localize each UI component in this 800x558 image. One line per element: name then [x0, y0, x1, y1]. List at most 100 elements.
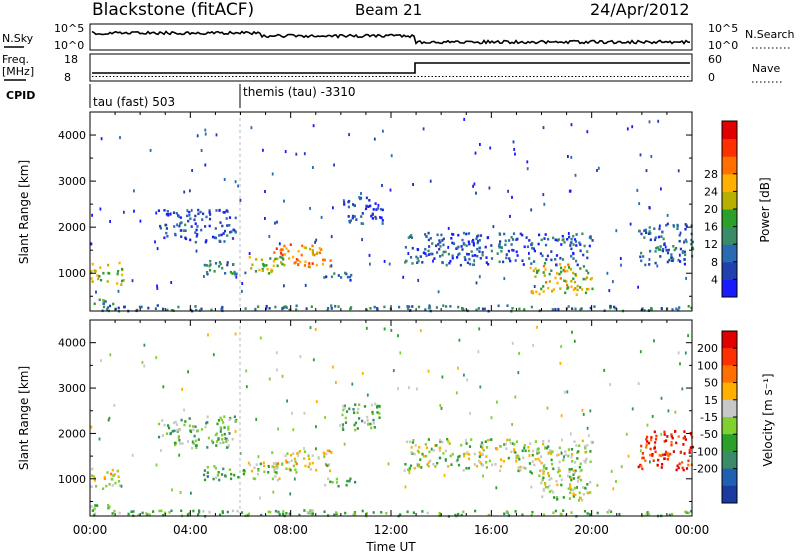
velocity-echo-cell: [418, 446, 421, 449]
power-echo-cell: [663, 243, 666, 246]
power-echo-cell: [301, 244, 304, 248]
velocity-echo-cell: [357, 407, 360, 411]
velocity-echo-cell: [649, 447, 652, 451]
power-echo-cell: [197, 208, 200, 212]
velocity-echo-cell: [570, 467, 573, 471]
power-echo-cell: [481, 253, 484, 257]
velocity-echo-cell: [183, 408, 185, 412]
power-echo-cell: [548, 272, 551, 276]
velocity-echo-cell: [531, 449, 535, 453]
velocity-echo-cell: [500, 458, 503, 461]
velocity-echo-cell: [536, 325, 538, 329]
velocity-echo-cell: [366, 415, 369, 419]
velocity-echo-cell: [91, 509, 94, 512]
velocity-echo-cell: [517, 466, 520, 469]
velocity-echo-cell: [335, 481, 339, 484]
velocity-echo-cell: [558, 446, 561, 450]
power-echo-cell: [442, 304, 445, 307]
velocity-echo-cell: [682, 468, 685, 472]
velocity-echo-cell: [353, 423, 356, 427]
velocity-echo-cell: [160, 449, 162, 452]
power-echo-cell: [566, 283, 569, 287]
power-echo-cell: [442, 250, 445, 254]
power-colorbar-tick-label: 20: [704, 203, 718, 216]
velocity-echo-cell: [438, 511, 441, 515]
time-tick-label: 20:00: [574, 523, 609, 537]
velocity-echo-cell: [468, 445, 472, 448]
velocity-echo-cell: [584, 486, 587, 490]
power-echo-cell: [461, 238, 464, 242]
power-echo-cell: [654, 236, 657, 239]
velocity-echo-cell: [444, 458, 447, 462]
velocity-echo-cell: [542, 464, 545, 468]
power-echo-cell: [521, 259, 524, 262]
power-echo-cell: [581, 288, 584, 291]
velocity-echo-cell: [577, 499, 580, 502]
power-echo-cell: [471, 263, 474, 267]
power-echo-cell: [300, 253, 303, 257]
velocity-echo-cell: [304, 464, 307, 468]
power-echo-cell: [558, 272, 561, 276]
power-echo-cell: [311, 262, 314, 265]
velocity-echo-cell: [572, 488, 575, 492]
velocity-echo-cell: [653, 339, 655, 343]
power-echo-cell: [90, 277, 93, 280]
velocity-echo-cell: [439, 446, 442, 450]
power-echo-cell: [629, 222, 632, 226]
velocity-echo-cell: [303, 447, 305, 450]
velocity-echo-cell: [200, 428, 204, 431]
power-echo-cell: [679, 247, 682, 251]
power-echo-cell: [570, 237, 573, 241]
power-echo-cell: [149, 148, 152, 152]
velocity-echo-cell: [197, 513, 200, 516]
velocity-echo-cell: [473, 463, 476, 466]
time-tick-label: 00:00: [73, 523, 108, 537]
power-echo-cell: [283, 284, 285, 288]
power-echo-cell: [383, 259, 386, 263]
velocity-echo-cell: [295, 471, 298, 474]
power-echo-cell: [570, 285, 573, 289]
velocity-echo-cell: [228, 418, 231, 421]
power-echo-cell: [659, 248, 662, 251]
velocity-echo-cell: [583, 445, 586, 448]
power-echo-cell: [558, 263, 562, 266]
power-echo-cell: [433, 257, 436, 260]
velocity-echo-cell: [286, 452, 289, 455]
power-echo-cell: [643, 236, 646, 239]
power-echo-cell: [665, 224, 668, 227]
velocity-echo-cell: [584, 459, 587, 462]
power-echo-cell: [449, 305, 452, 308]
velocity-echo-cell: [457, 366, 459, 370]
power-echo-cell: [204, 128, 207, 132]
power-echo-cell: [581, 232, 584, 236]
velocity-echo-cell: [557, 470, 560, 474]
velocity-echo-cell: [560, 451, 563, 455]
velocity-echo-cell: [307, 465, 310, 469]
velocity-echo-cell: [477, 350, 480, 354]
velocity-echo-cell: [374, 402, 377, 406]
velocity-echo-cell: [221, 433, 224, 437]
power-echo-cell: [560, 270, 563, 274]
power-echo-cell: [305, 307, 308, 310]
velocity-echo-cell: [466, 378, 469, 382]
power-echo-cell: [667, 248, 670, 252]
velocity-echo-cell: [647, 512, 650, 516]
power-echo-cell: [189, 217, 192, 220]
velocity-echo-cell: [568, 468, 571, 471]
power-echo-cell: [226, 210, 229, 213]
velocity-echo-cell: [397, 387, 399, 391]
power-echo-cell: [485, 256, 488, 259]
power-echo-cell: [163, 209, 166, 212]
velocity-echo-cell: [546, 446, 549, 450]
velocity-echo-cell: [505, 447, 508, 450]
velocity-echo-cell: [651, 453, 654, 456]
velocity-echo-cell: [281, 512, 285, 516]
velocity-echo-cell: [509, 441, 512, 445]
velocity-echo-cell: [557, 453, 560, 457]
velocity-echo-cell: [343, 404, 346, 408]
velocity-echo-cell: [542, 513, 545, 517]
power-echo-cell: [606, 271, 609, 275]
velocity-echo-cell: [451, 452, 454, 456]
velocity-echo-cell: [337, 484, 340, 488]
power-echo-cell: [565, 280, 568, 283]
